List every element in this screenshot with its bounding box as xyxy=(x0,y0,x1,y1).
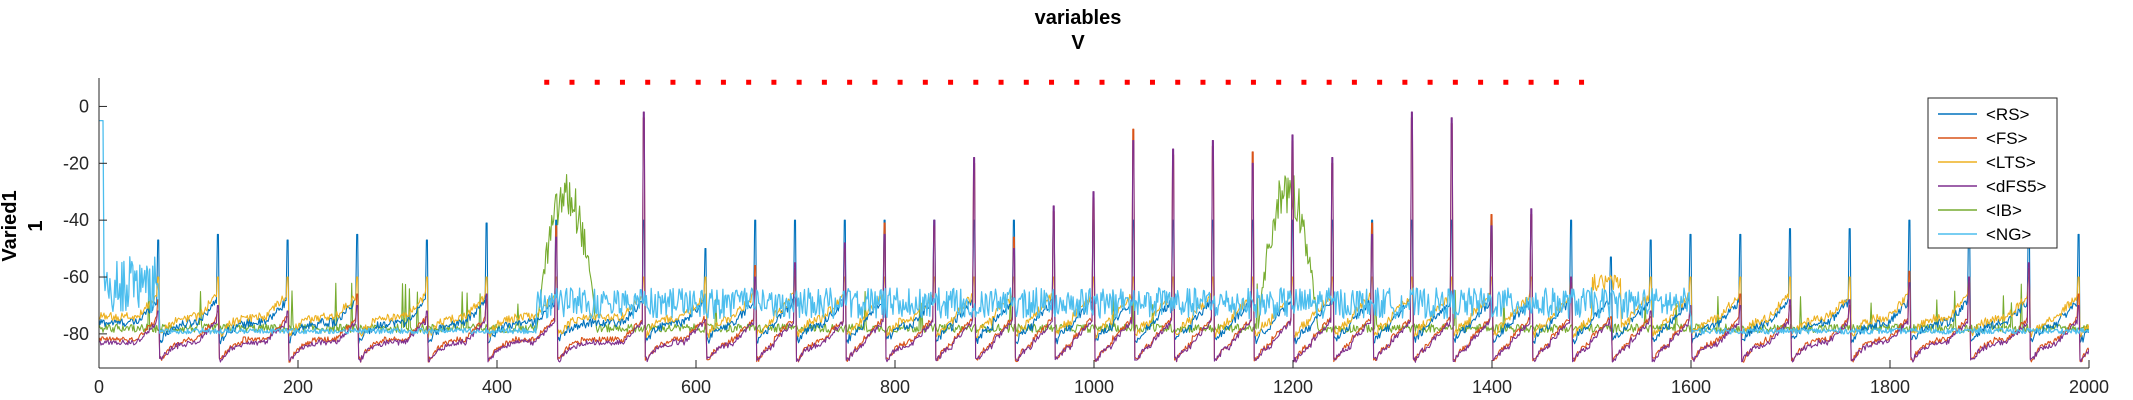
y-axis-label: Varied1 1 xyxy=(0,190,47,261)
stimulus-marker xyxy=(1225,79,1231,85)
stimulus-marker xyxy=(771,79,777,85)
stimulus-marker xyxy=(1124,79,1130,85)
stimulus-marker xyxy=(973,79,979,85)
x-tick-label: 400 xyxy=(482,377,512,397)
y-tick-label: -60 xyxy=(63,267,89,287)
stimulus-marker xyxy=(645,79,651,85)
stimulus-marker xyxy=(1528,79,1534,85)
legend-box xyxy=(1927,97,2058,249)
stimulus-marker xyxy=(821,79,827,85)
series-line-ng xyxy=(99,119,2089,335)
stimulus-marker xyxy=(1149,79,1155,85)
stimulus-marker xyxy=(569,79,575,85)
stimulus-markers xyxy=(544,79,1585,85)
chart-title-line-2: V xyxy=(1071,32,1085,54)
stimulus-marker xyxy=(1351,79,1357,85)
y-tick-label: -20 xyxy=(63,153,89,173)
stimulus-marker xyxy=(1099,79,1105,85)
x-tick-label: 0 xyxy=(94,377,104,397)
stimulus-marker xyxy=(594,79,600,85)
x-tick-label: 800 xyxy=(880,377,910,397)
stimulus-marker xyxy=(544,79,550,85)
stimulus-marker xyxy=(1049,79,1055,85)
stimulus-marker xyxy=(998,79,1004,85)
stimulus-marker xyxy=(1553,79,1559,85)
y-axis-ticks: 0 -20 -40 -60 -80 xyxy=(63,96,107,344)
stimulus-marker xyxy=(670,79,676,85)
stimulus-marker xyxy=(1503,79,1509,85)
y-axis-label-line-1: Varied1 xyxy=(0,190,21,261)
legend-entry: <RS> xyxy=(1986,105,2030,124)
stimulus-marker xyxy=(1074,79,1080,85)
stimulus-marker xyxy=(1250,79,1256,85)
stimulus-marker xyxy=(897,79,903,85)
stimulus-marker xyxy=(1301,79,1307,85)
stimulus-marker xyxy=(1377,79,1383,85)
x-tick-label: 600 xyxy=(681,377,711,397)
stimulus-marker xyxy=(746,79,752,85)
legend-entry: <IB> xyxy=(1986,201,2022,220)
stimulus-marker xyxy=(1427,79,1433,85)
stimulus-marker xyxy=(619,79,625,85)
series-line-dfs5 xyxy=(99,111,2089,363)
x-tick-label: 1000 xyxy=(1074,377,1114,397)
stimulus-marker xyxy=(1326,79,1332,85)
x-tick-label: 2000 xyxy=(2069,377,2109,397)
legend-entry: <dFS5> xyxy=(1986,177,2047,196)
stimulus-marker xyxy=(1452,79,1458,85)
stimulus-marker xyxy=(695,79,701,85)
stimulus-marker xyxy=(796,79,802,85)
x-tick-label: 200 xyxy=(283,377,313,397)
stimulus-marker xyxy=(1478,79,1484,85)
series-layer xyxy=(99,111,2089,363)
stimulus-marker xyxy=(1175,79,1181,85)
stimulus-marker xyxy=(948,79,954,85)
legend-entry: <FS> xyxy=(1986,129,2028,148)
x-tick-label: 1400 xyxy=(1472,377,1512,397)
stimulus-marker xyxy=(1200,79,1206,85)
legend[interactable]: <RS> <FS> <LTS> <dFS5> <IB> <NG> xyxy=(1927,97,2058,249)
y-tick-label: 0 xyxy=(79,96,89,116)
x-tick-label: 1600 xyxy=(1671,377,1711,397)
x-axis-ticks: 0 200 400 600 800 1000 1200 1400 1600 1800 2000 xyxy=(94,360,2109,397)
stimulus-marker xyxy=(872,79,878,85)
stimulus-marker xyxy=(1276,79,1282,85)
stimulus-marker xyxy=(1402,79,1408,85)
stimulus-marker xyxy=(1579,79,1585,85)
legend-entry: <LTS> xyxy=(1986,153,2036,172)
stimulus-marker xyxy=(847,79,853,85)
y-axis-label-line-2: 1 xyxy=(25,220,47,231)
stimulus-marker xyxy=(922,79,928,85)
stimulus-marker xyxy=(720,79,726,85)
chart-title-line-1: variables xyxy=(1035,7,1122,29)
x-tick-label: 1200 xyxy=(1273,377,1313,397)
x-tick-label: 1800 xyxy=(1870,377,1910,397)
y-tick-label: -80 xyxy=(63,324,89,344)
legend-entry: <NG> xyxy=(1986,225,2031,244)
stimulus-marker xyxy=(1023,79,1029,85)
y-tick-label: -40 xyxy=(63,210,89,230)
plot-area xyxy=(99,79,2089,363)
